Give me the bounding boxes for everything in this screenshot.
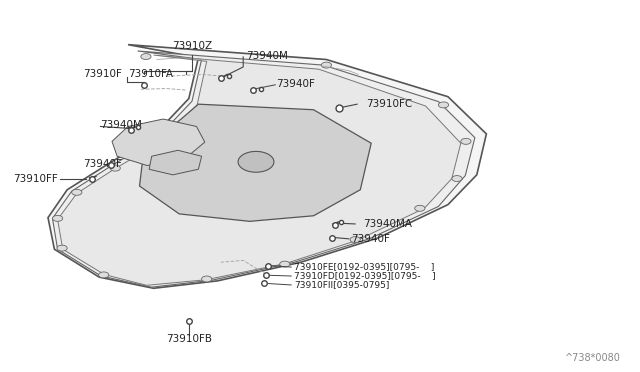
Text: 73910FF: 73910FF <box>13 174 58 183</box>
Circle shape <box>52 215 63 221</box>
Text: 73910FA: 73910FA <box>128 70 173 79</box>
Text: 73910FB: 73910FB <box>166 334 212 343</box>
Text: 73940F: 73940F <box>351 234 390 244</box>
Polygon shape <box>52 51 475 287</box>
Circle shape <box>452 176 462 182</box>
Text: 73940M: 73940M <box>246 51 288 61</box>
Circle shape <box>461 138 471 144</box>
Circle shape <box>57 245 67 251</box>
Circle shape <box>202 276 212 282</box>
Polygon shape <box>48 45 486 288</box>
Text: 73940M: 73940M <box>100 120 142 129</box>
Circle shape <box>438 102 449 108</box>
Text: 73940F: 73940F <box>276 79 316 89</box>
Polygon shape <box>140 104 371 221</box>
Circle shape <box>280 261 290 267</box>
Text: 73910FII[0395-0795]: 73910FII[0395-0795] <box>294 280 390 289</box>
Text: ^738*0080: ^738*0080 <box>565 353 621 363</box>
Circle shape <box>415 205 425 211</box>
Text: 73940MA: 73940MA <box>364 219 413 229</box>
Text: 73910FD[0192-0395][0795-    ]: 73910FD[0192-0395][0795- ] <box>294 272 436 280</box>
Circle shape <box>238 151 274 172</box>
Text: 73910FE[0192-0395][0795-    ]: 73910FE[0192-0395][0795- ] <box>294 263 435 272</box>
Circle shape <box>110 165 120 171</box>
Circle shape <box>141 54 151 60</box>
Circle shape <box>350 237 360 243</box>
Polygon shape <box>149 150 202 175</box>
Circle shape <box>99 272 109 278</box>
Text: 73940F: 73940F <box>83 159 122 169</box>
Polygon shape <box>58 55 461 285</box>
Text: 73910F: 73910F <box>83 70 122 79</box>
Polygon shape <box>112 119 205 166</box>
Text: 73910Z: 73910Z <box>172 41 212 51</box>
Circle shape <box>321 62 332 68</box>
Circle shape <box>72 189 82 195</box>
Text: 73910FC: 73910FC <box>366 99 412 109</box>
